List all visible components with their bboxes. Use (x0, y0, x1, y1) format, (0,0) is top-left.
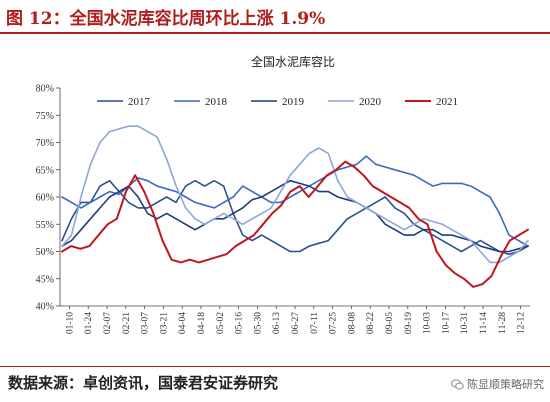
x-tick-label: 12-12 (517, 312, 527, 334)
watermark: 陈显顺策略研究 (451, 376, 544, 392)
line-chart: 全国水泥库容比 2017 2018 2019 2020 2021 40% 45% 50% 55… (36, 54, 530, 334)
x-tick-label: 07-11 (310, 312, 320, 334)
x-tick-label: 05-30 (253, 312, 263, 334)
x-tick-label: 06-13 (272, 312, 282, 334)
x-tick-label: 03-07 (141, 312, 151, 334)
figure-title: 图 12：全国水泥库容比周环比上涨 1.9% (6, 9, 326, 29)
series-line-2018 (61, 155, 529, 247)
chart-title: 全国水泥库容比 (251, 54, 335, 69)
y-tick-label: 50% (36, 247, 54, 258)
y-tick-label: 40% (36, 302, 54, 313)
y-tick-label: 65% (36, 165, 54, 176)
x-tick-label: 05-02 (216, 312, 226, 334)
y-tick-label: 70% (36, 138, 54, 149)
watermark-text: 陈显顺策略研究 (467, 378, 544, 391)
x-tick-label: 04-04 (178, 312, 188, 334)
x-tick-label: 10-31 (460, 312, 470, 334)
x-tick-label: 10-17 (441, 312, 451, 334)
wechat-icon (451, 378, 464, 389)
y-axis-ticks: 40% 45% 50% 55% 60% 65% 70% 75% 80% (36, 84, 60, 313)
title-divider (0, 32, 550, 34)
legend-label-2021: 2021 (436, 96, 458, 108)
x-tick-label: 02-07 (103, 312, 113, 334)
y-tick-label: 60% (36, 193, 54, 204)
series-line-2020 (61, 125, 529, 264)
x-tick-label: 01-24 (84, 312, 94, 334)
y-tick-label: 55% (36, 220, 54, 231)
x-tick-label: 11-14 (479, 312, 489, 334)
legend-label-2019: 2019 (282, 96, 305, 108)
x-tick-label: 11-28 (498, 312, 508, 334)
x-tick-label: 09-19 (404, 312, 414, 334)
legend-label-2020: 2020 (359, 96, 382, 108)
x-tick-label: 09-05 (385, 312, 395, 334)
series-line-2019 (61, 179, 529, 253)
x-tick-label: 06-27 (291, 312, 301, 334)
x-tick-label: 05-16 (235, 312, 245, 334)
x-tick-label: 03-21 (159, 312, 169, 334)
x-tick-label: 08-22 (366, 312, 376, 334)
y-tick-label: 45% (36, 274, 54, 285)
x-tick-label: 02-21 (122, 312, 132, 334)
x-tick-label: 04-18 (197, 312, 207, 334)
legend-label-2017: 2017 (128, 96, 151, 108)
source-note: 数据来源：卓创资讯，国泰君安证券研究 (8, 374, 279, 392)
y-tick-label: 80% (36, 84, 54, 95)
footer-divider (0, 366, 550, 367)
x-axis-ticks: 01-10 01-24 02-07 02-21 03-07 03-21 04-04 04-18… (65, 306, 527, 334)
x-tick-label: 08-08 (347, 312, 357, 334)
x-tick-label: 07-25 (329, 312, 339, 334)
series-lines (61, 125, 529, 288)
series-line-2021 (61, 160, 529, 288)
x-tick-label: 01-10 (65, 312, 75, 334)
legend-label-2018: 2018 (205, 96, 228, 108)
y-tick-label: 75% (36, 111, 54, 122)
chart-legend: 2017 2018 2019 2020 2021 (97, 96, 458, 108)
series-line-2017 (61, 179, 529, 255)
x-tick-label: 10-03 (423, 312, 433, 334)
